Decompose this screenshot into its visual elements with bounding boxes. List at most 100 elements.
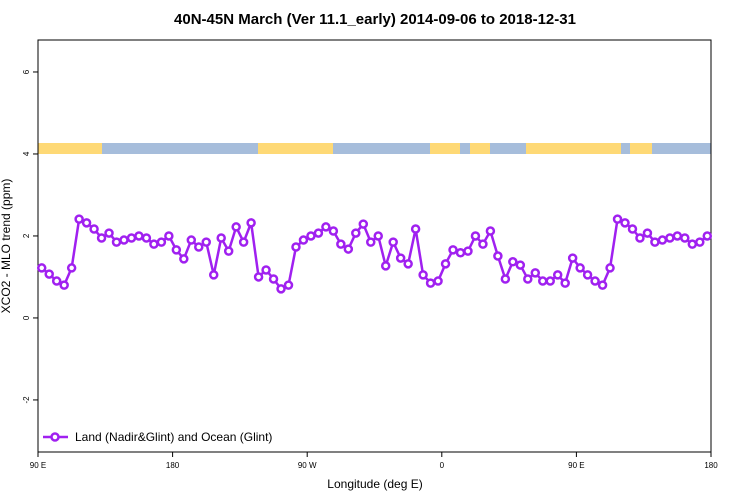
point (81, 218, 92, 228)
point (657, 235, 668, 245)
point (51, 276, 62, 286)
point (306, 231, 316, 241)
point (59, 280, 69, 290)
plot-frame (37, 39, 712, 453)
land (38, 143, 102, 154)
y-axis-label: XCO2 - MLO trend (ppm) (0, 179, 13, 314)
point (485, 226, 496, 236)
land (526, 143, 621, 154)
point (373, 231, 383, 241)
point (395, 253, 406, 263)
ocean (38, 143, 711, 154)
point (246, 218, 256, 228)
point (313, 228, 324, 238)
point (665, 233, 675, 243)
point (418, 270, 428, 280)
point (36, 263, 47, 273)
point (493, 251, 503, 261)
point (156, 237, 167, 247)
point (66, 263, 77, 273)
y-tick-label: 4 (22, 151, 31, 156)
point (89, 224, 99, 234)
x-axis-label: Longitude (deg E) (327, 477, 422, 491)
point (635, 233, 645, 243)
point (149, 239, 159, 249)
point (96, 233, 107, 243)
y-tick-label: 2 (22, 233, 31, 238)
point (74, 214, 84, 224)
point (552, 270, 563, 280)
point (560, 278, 570, 288)
point (448, 245, 458, 255)
point (298, 235, 309, 245)
point (321, 222, 331, 232)
point (291, 242, 301, 252)
point (530, 268, 541, 278)
point (627, 224, 638, 234)
point (104, 228, 114, 238)
point (283, 280, 294, 290)
point (186, 235, 197, 245)
point (508, 257, 518, 267)
point (680, 233, 690, 243)
point (478, 239, 488, 249)
point (358, 219, 369, 229)
point (410, 224, 421, 234)
point (597, 280, 608, 290)
point (261, 265, 271, 275)
land (430, 143, 460, 154)
point (343, 244, 354, 254)
x-tick-label: 180 (704, 461, 718, 470)
point (238, 237, 249, 247)
point (366, 237, 376, 247)
x-tick-label: 0 (440, 461, 445, 470)
point (515, 260, 526, 270)
point (119, 235, 129, 245)
point (620, 218, 630, 228)
point (463, 246, 473, 256)
point (672, 231, 683, 241)
point (567, 253, 578, 263)
point (440, 259, 451, 269)
x-tick-label: 90 W (298, 461, 317, 470)
point (208, 270, 219, 280)
x-tick-label: 180 (166, 461, 180, 470)
point (328, 226, 339, 236)
point (695, 237, 705, 247)
point (455, 248, 466, 258)
x-tick-label: 90 E (568, 461, 584, 470)
point (336, 239, 346, 249)
point (194, 242, 204, 252)
point (44, 269, 54, 279)
point (351, 228, 361, 238)
point (126, 233, 137, 243)
point (702, 231, 713, 241)
point (111, 237, 122, 247)
point (545, 276, 555, 286)
point (642, 228, 653, 238)
point (276, 284, 286, 294)
series-line (40, 217, 709, 291)
point (538, 276, 548, 286)
land (258, 143, 333, 154)
point (268, 274, 279, 284)
point (523, 274, 533, 284)
point (612, 214, 623, 224)
point (164, 231, 174, 241)
x-tick-label: 90 E (30, 461, 46, 470)
point (223, 246, 234, 256)
land (470, 143, 490, 154)
point (500, 274, 511, 284)
point (253, 272, 264, 282)
point (433, 276, 443, 286)
point (216, 233, 226, 243)
legend-marker (50, 432, 60, 442)
point (575, 263, 585, 273)
point (231, 222, 241, 232)
point (582, 270, 593, 280)
point (590, 276, 600, 286)
point (470, 231, 481, 241)
point (605, 263, 615, 273)
y-tick-label: 0 (22, 315, 31, 320)
point (403, 259, 413, 269)
